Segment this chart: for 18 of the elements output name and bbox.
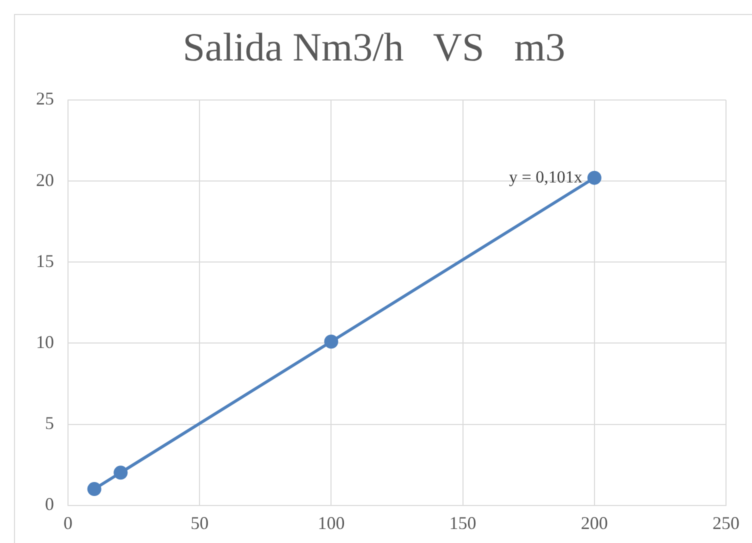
y-tick-label: 15 [36,250,54,271]
annotation: y = 0,101x [509,167,583,186]
x-tick-label: 100 [318,512,345,533]
y-tick-label: 0 [45,494,54,514]
y-tick-label: 25 [36,88,54,109]
y-tick-label: 20 [36,170,54,190]
point [587,170,602,185]
x-tick-label: 150 [449,512,476,533]
x-tick-label: 250 [712,512,740,533]
x-tick-label: 200 [580,512,608,533]
point [114,466,128,480]
point [87,482,102,496]
y-tick-label: 5 [45,413,54,434]
chart-title: Salida Nm3/h VS m3 [182,24,566,70]
x-tick-label: 50 [190,512,209,533]
point [324,334,338,349]
x-tick-label: 0 [64,512,72,533]
y-tick-label: 10 [36,332,54,352]
